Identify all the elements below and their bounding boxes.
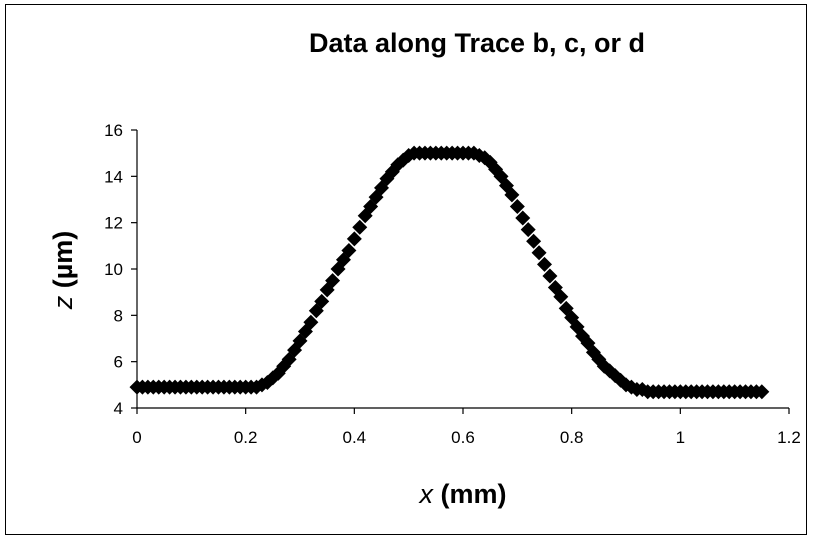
ticks: 0 0.2 0.4 0.6 0.8 1 1.2 4 6 8 10 12 14 16 (104, 121, 801, 447)
data-point (509, 198, 525, 214)
data-point (537, 256, 552, 272)
data-point (515, 210, 531, 226)
y-tick-label: 6 (114, 353, 123, 372)
data-point (352, 219, 368, 235)
data-point (542, 268, 558, 284)
y-axis-label: z (µm) (48, 231, 78, 311)
y-axis-label-var: z (48, 295, 78, 310)
data-point (314, 293, 330, 309)
y-tick-label: 16 (104, 121, 123, 140)
x-tick-label: 0 (132, 428, 141, 447)
data-point (325, 273, 341, 289)
data-point (553, 289, 569, 305)
data-point (531, 245, 547, 261)
data-points (129, 145, 770, 400)
y-axis-label-unit: (µm) (48, 231, 78, 296)
y-tick-label: 4 (114, 399, 123, 418)
x-tick-label: 0.6 (451, 428, 475, 447)
data-point (754, 384, 770, 400)
x-tick-label: 0.8 (560, 428, 584, 447)
x-tick-label: 1.2 (777, 428, 801, 447)
x-tick-label: 1 (676, 428, 685, 447)
data-point (520, 222, 536, 238)
x-axis-label: x (mm) (418, 479, 507, 509)
data-point (346, 231, 362, 247)
x-tick-label: 0.2 (234, 428, 258, 447)
x-axis-label-var: x (418, 479, 435, 509)
axes (136, 130, 789, 409)
chart-title: Data along Trace b, c, or d (309, 28, 645, 58)
x-axis-label-unit: (mm) (433, 479, 507, 509)
data-point (341, 242, 357, 258)
chart-frame (5, 4, 807, 535)
data-point (504, 187, 520, 203)
y-tick-label: 10 (104, 260, 123, 279)
y-tick-label: 14 (104, 167, 123, 186)
y-tick-label: 8 (114, 306, 123, 325)
y-tick-label: 12 (104, 214, 123, 233)
x-tick-label: 0.4 (343, 428, 367, 447)
data-point (526, 233, 542, 249)
data-point (303, 314, 319, 330)
